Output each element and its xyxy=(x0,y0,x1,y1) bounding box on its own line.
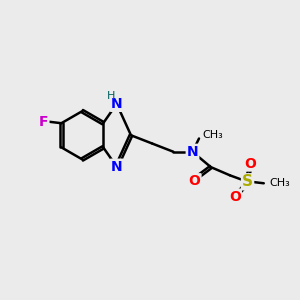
Text: F: F xyxy=(39,115,49,129)
Text: S: S xyxy=(242,174,253,189)
Text: CH₃: CH₃ xyxy=(202,130,223,140)
Text: O: O xyxy=(244,157,256,170)
Text: CH₃: CH₃ xyxy=(270,178,290,188)
Text: N: N xyxy=(187,145,198,159)
Text: N: N xyxy=(111,160,122,174)
Text: H: H xyxy=(107,91,116,101)
Text: O: O xyxy=(229,190,241,203)
Text: O: O xyxy=(189,174,200,188)
Text: N: N xyxy=(111,97,122,111)
